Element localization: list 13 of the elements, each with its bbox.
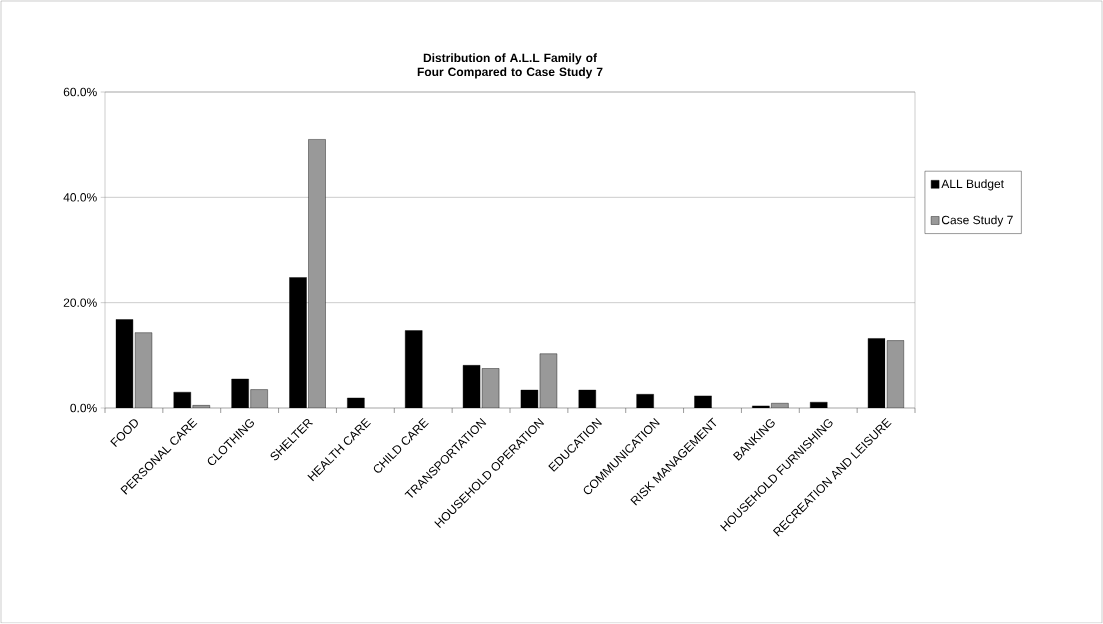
bar [578, 389, 596, 408]
chart-title: Distribution of A.L.L Family of Four Compared to Case Study 7 [417, 53, 603, 79]
y-tick-label: 60.0% [63, 87, 97, 97]
bar [636, 394, 654, 408]
y-tick-label: 0.0% [70, 403, 97, 413]
legend-label: Case Study 7 [941, 215, 1013, 227]
bar [405, 330, 423, 408]
bar [810, 402, 828, 408]
bar [694, 395, 712, 408]
y-tick-label: 20.0% [63, 298, 97, 307]
legend-label: ALL Budget [941, 179, 1004, 191]
bar [347, 397, 365, 408]
y-tick-label: 40.0% [63, 193, 97, 202]
